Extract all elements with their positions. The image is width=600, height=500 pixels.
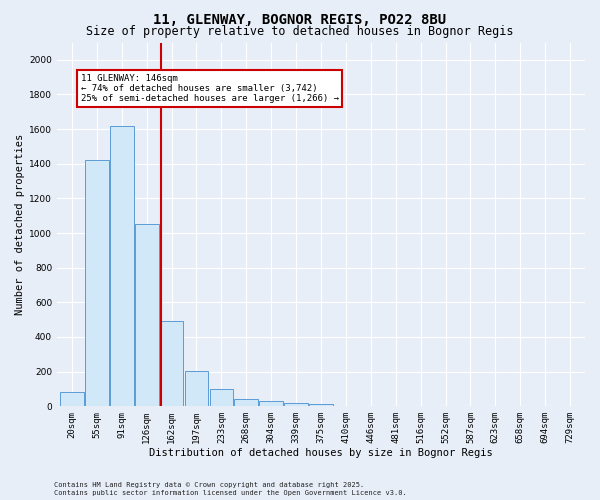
- Text: Contains public sector information licensed under the Open Government Licence v3: Contains public sector information licen…: [54, 490, 407, 496]
- Bar: [309, 404, 333, 406]
- Bar: [85, 160, 109, 406]
- Text: 11, GLENWAY, BOGNOR REGIS, PO22 8BU: 11, GLENWAY, BOGNOR REGIS, PO22 8BU: [154, 12, 446, 26]
- Bar: [235, 400, 258, 406]
- Text: 11 GLENWAY: 146sqm
← 74% of detached houses are smaller (3,742)
25% of semi-deta: 11 GLENWAY: 146sqm ← 74% of detached hou…: [80, 74, 338, 104]
- Bar: [209, 389, 233, 406]
- X-axis label: Distribution of detached houses by size in Bognor Regis: Distribution of detached houses by size …: [149, 448, 493, 458]
- Bar: [160, 322, 184, 406]
- Text: Size of property relative to detached houses in Bognor Regis: Size of property relative to detached ho…: [86, 25, 514, 38]
- Bar: [259, 402, 283, 406]
- Bar: [60, 392, 84, 406]
- Text: Contains HM Land Registry data © Crown copyright and database right 2025.: Contains HM Land Registry data © Crown c…: [54, 482, 364, 488]
- Bar: [185, 370, 208, 406]
- Y-axis label: Number of detached properties: Number of detached properties: [15, 134, 25, 315]
- Bar: [110, 126, 134, 406]
- Bar: [135, 224, 158, 406]
- Bar: [284, 403, 308, 406]
